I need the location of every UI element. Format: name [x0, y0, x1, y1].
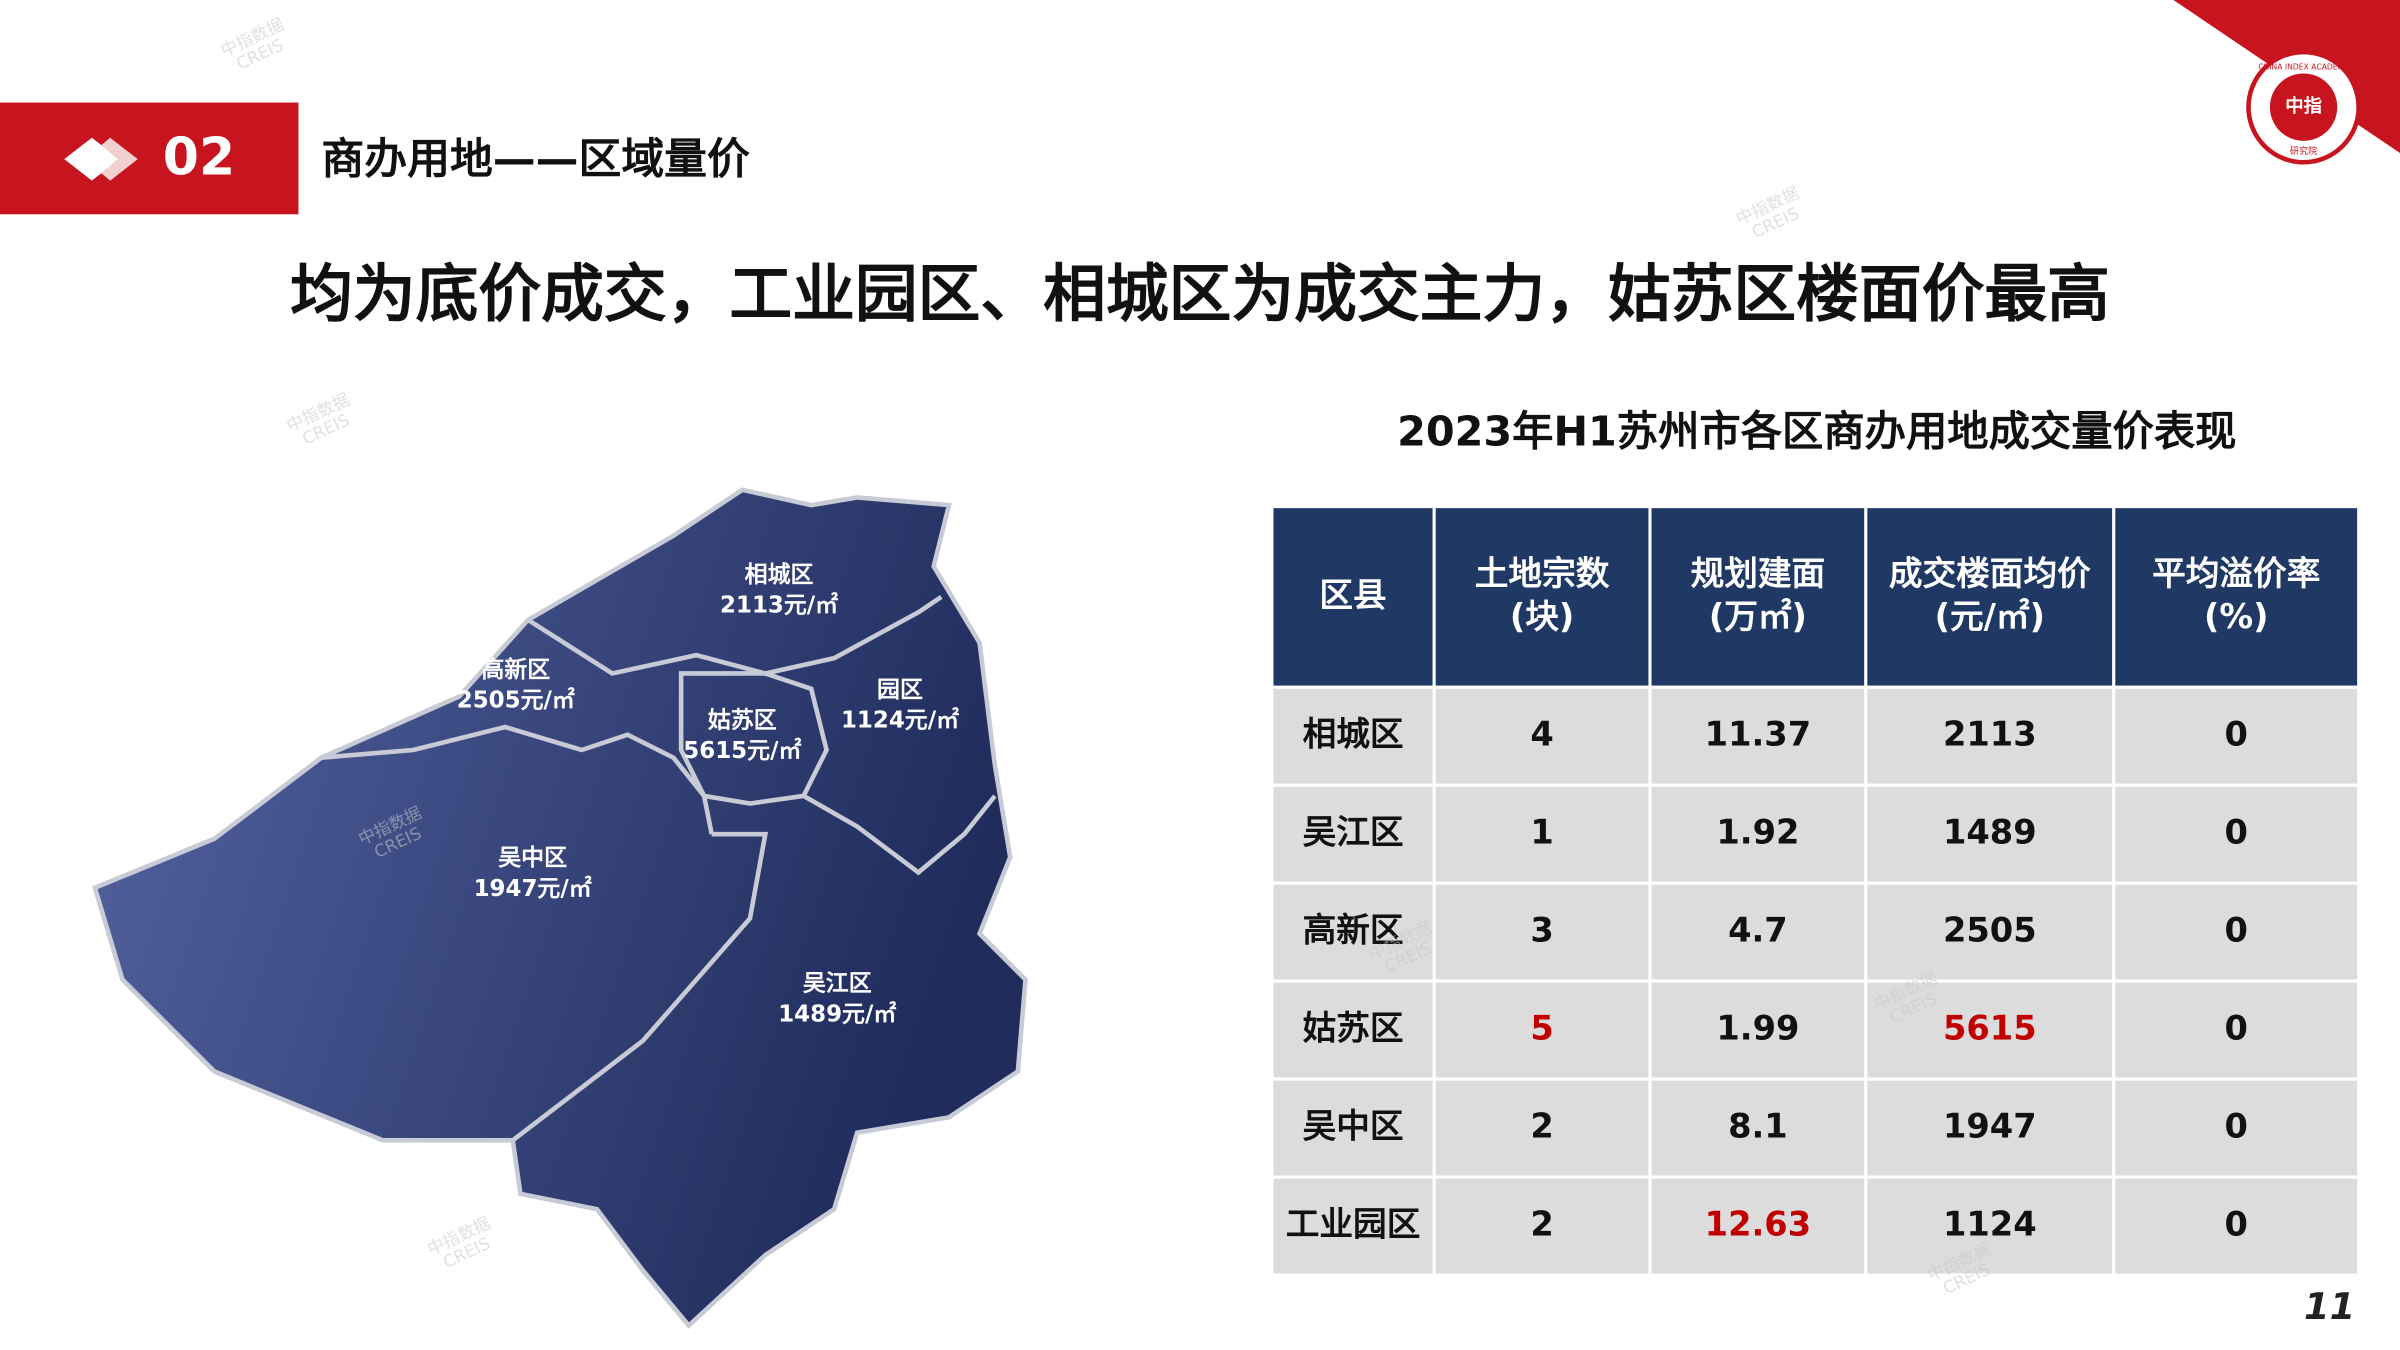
- cell-text: 11.37: [1705, 715, 1811, 754]
- table-title: 2023年H1苏州市各区商办用地成交量价表现: [1397, 408, 2236, 456]
- logo-center: 中指: [2285, 95, 2322, 117]
- cell: [2112, 1077, 2361, 1179]
- cell-text: 1.99: [1716, 1009, 1799, 1048]
- header-text: (块): [1510, 597, 1574, 636]
- section-band: [0, 102, 299, 215]
- region-price: 1124元/㎡: [841, 706, 959, 733]
- cell-text: 0: [2225, 911, 2248, 950]
- region-name: 相城区: [745, 561, 814, 588]
- logo-bottom: 研究院: [2290, 145, 2318, 157]
- section-number: 02: [163, 128, 235, 188]
- cell-text: 0: [2225, 1205, 2248, 1244]
- header-cell: [1432, 505, 1652, 689]
- cell-text: 工业园区: [1286, 1205, 1421, 1244]
- cell: [1864, 979, 2116, 1081]
- page-number: 11: [2304, 1285, 2355, 1328]
- cell-text: 2113: [1943, 715, 2037, 754]
- cell-text: 5615: [1943, 1009, 2037, 1048]
- header-text: (%): [2204, 597, 2269, 636]
- cell-text: 1124: [1943, 1205, 2037, 1244]
- cell-text: 姑苏区: [1303, 1009, 1404, 1048]
- region-price: 2113元/㎡: [720, 592, 838, 619]
- headline: 均为底价成交，工业园区、相城区为成交主力，姑苏区楼面价最高: [290, 258, 2110, 331]
- cell: [1864, 881, 2116, 983]
- cell-text: 吴中区: [1303, 1107, 1404, 1146]
- cell-text: 8.1: [1728, 1107, 1788, 1146]
- cell: [1270, 783, 1436, 885]
- cell: [1270, 979, 1436, 1081]
- cell-text: 12.63: [1705, 1205, 1811, 1244]
- cell-text: 1: [1530, 813, 1553, 852]
- cell-text: 4: [1530, 715, 1553, 754]
- cell-text: 2505: [1943, 911, 2037, 950]
- cell-text: 0: [2225, 1107, 2248, 1146]
- table: 区县 土地宗数 (块) 规划建面 (万㎡) 成交楼面均价 (元/㎡) 平均溢价率 (%) 相城区 4…: [1270, 505, 2361, 1277]
- region-name: 姑苏区: [708, 707, 777, 733]
- section-title: 商办用地——区域量价: [321, 135, 750, 185]
- header-text: 成交楼面均价: [1889, 554, 2091, 593]
- cell: [2112, 783, 2361, 885]
- header-text: 土地宗数: [1475, 554, 1610, 593]
- cell-text: 高新区: [1303, 911, 1404, 950]
- region-name: 园区: [877, 677, 923, 703]
- cell: [1270, 1077, 1436, 1179]
- cell: [1648, 979, 1868, 1081]
- header-cell: [2112, 505, 2361, 689]
- header-text: 区县: [1319, 575, 1386, 614]
- cell: [1270, 685, 1436, 787]
- region-name: 吴江区: [803, 971, 872, 997]
- cell: [1648, 1175, 1868, 1277]
- header-text: 规划建面: [1691, 554, 1826, 593]
- header-text: (元/㎡): [1935, 597, 2045, 636]
- cell: [1864, 783, 2116, 885]
- cell: [1432, 685, 1652, 787]
- region-price: 1947元/㎡: [474, 875, 592, 902]
- cell-text: 1947: [1943, 1107, 2037, 1146]
- region-price: 2505元/㎡: [457, 687, 575, 714]
- cell-text: 0: [2225, 813, 2248, 852]
- cell: [2112, 979, 2361, 1081]
- cell-text: 4.7: [1728, 911, 1788, 950]
- header-cell: [1270, 505, 1436, 689]
- cell: [1864, 1077, 2116, 1179]
- cell: [2112, 685, 2361, 787]
- region-price: 5615元/㎡: [683, 737, 801, 764]
- logo-core: [2269, 73, 2338, 141]
- cell-text: 2: [1530, 1107, 1553, 1146]
- header-text: (万㎡): [1709, 597, 1807, 636]
- region-name: 高新区: [481, 656, 550, 683]
- cell: [2112, 1175, 2361, 1277]
- cell-text: 1489: [1943, 813, 2037, 852]
- cell-text: 3: [1530, 911, 1553, 950]
- header-text: 平均溢价率: [2152, 554, 2320, 593]
- cell: [2112, 881, 2361, 983]
- cell-text: 5: [1530, 1009, 1553, 1048]
- cell-text: 0: [2225, 715, 2248, 754]
- region-price: 1489元/㎡: [778, 1000, 896, 1027]
- cell: [1432, 783, 1652, 885]
- region-name: 吴中区: [498, 845, 567, 871]
- cell: [1270, 1175, 1436, 1277]
- logo-ring: CHINA INDEX ACADEMY: [2258, 62, 2349, 71]
- cell: [1648, 1077, 1868, 1179]
- header-cell: [1864, 505, 2116, 689]
- map-outline: [92, 487, 1028, 1329]
- border: [802, 793, 997, 876]
- cell-text: 0: [2225, 1009, 2248, 1048]
- cell: [1864, 685, 2116, 787]
- header-cell: [1648, 505, 1868, 689]
- border: [511, 831, 769, 1143]
- cell-text: 相城区: [1303, 715, 1404, 754]
- cell: [1648, 881, 1868, 983]
- cell: [1648, 783, 1868, 885]
- diamond-icon: [101, 137, 138, 181]
- cell-text: 吴江区: [1303, 813, 1404, 852]
- cell-text: 1.92: [1716, 813, 1799, 852]
- cell-text: 2: [1530, 1205, 1553, 1244]
